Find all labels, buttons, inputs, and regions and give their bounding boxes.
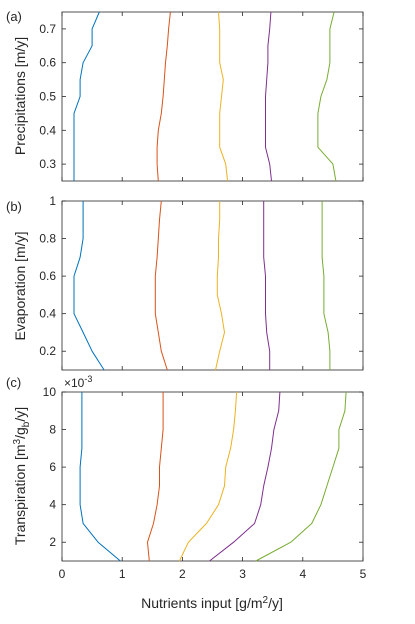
panel-a-xticks: [61, 12, 364, 181]
series-line-2: [154, 200, 168, 371]
panel-b-ylabel: Evaporation [m/y]: [12, 232, 28, 341]
panel-c: (c) ×10-3 Transpiration [m3/gb/y] 246810…: [6, 374, 367, 611]
y-tick-label: 0.5: [39, 90, 56, 104]
y-tick-label: 0.3: [39, 157, 56, 171]
x-tick-label: 3: [239, 567, 246, 581]
y-tick-label: 0.6: [39, 56, 56, 70]
y-tick-label: 0.7: [39, 22, 56, 36]
panel-a-yticks: 0.3 0.4 0.5 0.6 0.7: [39, 22, 363, 171]
panel-b-axes: [61, 200, 364, 371]
y-tick-label: 4: [49, 498, 56, 512]
y-tick-label: 0.6: [39, 269, 56, 283]
panel-c-label: (c): [6, 375, 21, 390]
series-line-3: [218, 11, 229, 182]
panel-c-ylabel: Transpiration [m3/gb/y]: [12, 407, 32, 545]
series-line-2: [147, 392, 164, 562]
panel-c-ylabel-tail: /y]: [12, 407, 28, 422]
x-tick-label: 1: [119, 567, 126, 581]
panel-b-lines: [73, 200, 331, 371]
panel-a-axes: [61, 11, 364, 182]
series-line-4: [265, 11, 272, 182]
series-line-1: [79, 392, 121, 562]
series-line-3: [215, 201, 225, 371]
x-tick-label: 5: [360, 567, 367, 581]
panel-c-axes: [61, 391, 364, 562]
y-tick-label: 10: [43, 385, 57, 399]
y-tick-label: 0.4: [39, 123, 56, 137]
x-axis-label: Nutrients input [g/m2/y]: [141, 595, 283, 611]
x-axis-label-main: Nutrients input [g/m: [141, 595, 262, 611]
panel-c-ylabel-mid: /g: [12, 427, 28, 439]
y-tick-label: 2: [49, 535, 56, 549]
x-tick-label: 4: [299, 567, 306, 581]
series-line-1: [73, 201, 105, 371]
series-line-5: [321, 201, 331, 370]
series-line-2: [156, 11, 171, 182]
series-line-4: [209, 391, 281, 562]
series-line-4: [263, 201, 271, 370]
y-tick-label: 0.8: [39, 232, 56, 246]
panel-a-ylabel: Precipitations [m/y]: [12, 37, 28, 155]
panel-a-label: (a): [6, 9, 22, 24]
y-tick-label: 1: [49, 194, 56, 208]
panel-a-lines: [73, 11, 337, 182]
panel-c-yticks: 2 4 6 8 10: [43, 385, 363, 549]
y-tick-label: 0.4: [39, 307, 56, 321]
series-line-5: [255, 391, 347, 562]
panel-c-xticks: 0 1 2 3 4 5: [59, 392, 367, 581]
x-tick-label: 2: [179, 567, 186, 581]
panel-b-label: (b): [6, 199, 22, 214]
series-line-1: [73, 11, 100, 181]
panel-b: (b) Evaporation [m/y] 0.2 0.4 0.6 0.8 1: [6, 194, 364, 371]
y-tick-label: 8: [49, 423, 56, 437]
x-axis-label-sup: 2: [263, 595, 269, 606]
series-line-3: [178, 391, 238, 562]
x-axis-label-tail: /y]: [268, 595, 283, 611]
panel-c-ylabel-sup: 3: [12, 438, 23, 444]
panel-b-yticks: 0.2 0.4 0.6 0.8 1: [39, 194, 363, 358]
panel-c-multiplier-exponent: -3: [84, 374, 92, 384]
panel-a: (a) Precipitations [m/y] 0.3 0.4 0.5 0.6 0.7: [6, 9, 364, 182]
panel-c-multiplier: ×10-3: [64, 374, 92, 390]
x-tick-label: 0: [59, 567, 66, 581]
panel-c-ylabel-main: Transpiration [m: [12, 444, 28, 545]
series-line-5: [317, 11, 337, 182]
y-tick-label: 6: [49, 460, 56, 474]
panel-c-ylabel-sub: b: [21, 421, 32, 427]
panel-b-xticks: [61, 201, 364, 370]
panel-c-multiplier-base: ×10: [64, 376, 85, 390]
panel-c-lines: [79, 391, 347, 562]
y-tick-label: 0.2: [39, 344, 56, 358]
